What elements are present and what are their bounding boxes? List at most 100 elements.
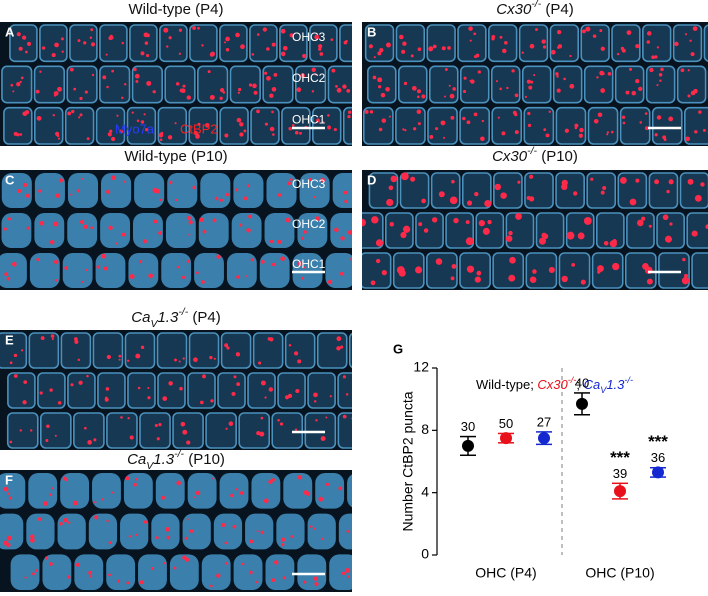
cell	[200, 173, 231, 208]
puncta	[182, 275, 186, 279]
text-part: Ca	[584, 377, 601, 392]
puncta	[646, 31, 652, 36]
puncta	[417, 122, 421, 126]
puncta	[597, 112, 603, 118]
puncta	[153, 219, 158, 224]
puncta	[269, 93, 274, 98]
puncta	[264, 71, 268, 75]
puncta	[311, 67, 316, 73]
puncta	[692, 26, 698, 31]
puncta	[163, 561, 166, 565]
puncta	[538, 237, 547, 245]
puncta	[56, 134, 60, 138]
puncta	[237, 91, 241, 94]
puncta	[400, 231, 407, 239]
puncta	[313, 576, 318, 581]
puncta	[29, 429, 33, 432]
puncta	[30, 534, 35, 539]
puncta	[209, 52, 215, 57]
puncta	[388, 115, 391, 118]
puncta	[228, 421, 234, 426]
puncta	[67, 111, 72, 116]
puncta	[470, 79, 475, 84]
puncta	[274, 560, 279, 565]
puncta	[25, 193, 31, 198]
puncta	[256, 109, 260, 114]
puncta	[428, 46, 434, 52]
puncta	[53, 94, 56, 97]
cell	[34, 173, 65, 208]
puncta	[6, 535, 12, 541]
cell	[276, 513, 305, 550]
puncta	[70, 383, 74, 387]
cell	[595, 212, 625, 249]
puncta	[449, 93, 455, 99]
panel-label: E	[5, 332, 14, 347]
cell	[57, 513, 86, 550]
puncta	[556, 88, 561, 93]
puncta	[684, 33, 688, 36]
puncta	[128, 535, 132, 538]
puncta	[78, 116, 81, 119]
puncta	[144, 41, 149, 45]
puncta	[174, 358, 177, 362]
puncta	[681, 276, 690, 285]
puncta	[368, 359, 370, 361]
puncta	[50, 487, 54, 490]
puncta	[448, 84, 451, 87]
puncta	[43, 501, 48, 506]
cell	[316, 332, 348, 369]
cell	[679, 172, 708, 209]
panel-title: Wild-type (P4)	[128, 1, 223, 18]
puncta	[60, 37, 64, 41]
puncta	[89, 36, 93, 39]
n-label: 27	[537, 414, 551, 429]
puncta	[235, 188, 239, 192]
cell	[229, 65, 261, 104]
puncta	[664, 235, 672, 243]
puncta	[4, 272, 9, 277]
puncta	[582, 29, 586, 34]
panel-title: CaV1.3-/- (P4)	[131, 306, 221, 330]
cell	[271, 412, 304, 449]
puncta	[195, 490, 201, 496]
puncta	[19, 133, 23, 136]
cell	[172, 412, 204, 449]
panel-title: Cx30-/- (P4)	[496, 0, 573, 18]
puncta	[596, 76, 599, 79]
puncta	[542, 45, 547, 49]
text-part: (P10)	[184, 451, 225, 468]
puncta	[687, 178, 694, 185]
cell	[188, 332, 220, 369]
puncta	[635, 78, 640, 84]
cell	[491, 106, 523, 145]
cell	[28, 473, 58, 509]
puncta	[521, 51, 524, 54]
cell	[645, 65, 676, 104]
puncta	[151, 567, 155, 571]
cell	[259, 253, 290, 288]
puncta	[244, 275, 247, 278]
puncta	[308, 177, 312, 182]
puncta	[658, 72, 663, 77]
puncta	[293, 351, 299, 356]
cell	[92, 332, 124, 369]
puncta	[105, 53, 108, 56]
puncta	[249, 539, 254, 544]
cell	[490, 65, 521, 104]
puncta	[463, 76, 467, 80]
puncta	[137, 386, 141, 390]
cell	[233, 554, 263, 590]
puncta	[476, 270, 482, 276]
panel-label: G	[393, 341, 403, 356]
puncta	[38, 189, 42, 193]
cell	[325, 253, 352, 288]
cell	[656, 212, 685, 249]
cell	[182, 513, 211, 550]
puncta	[135, 477, 138, 481]
puncta	[67, 575, 71, 579]
cell	[591, 252, 624, 289]
puncta	[166, 535, 171, 540]
puncta	[209, 94, 215, 100]
text-part: Cx30	[492, 148, 528, 165]
